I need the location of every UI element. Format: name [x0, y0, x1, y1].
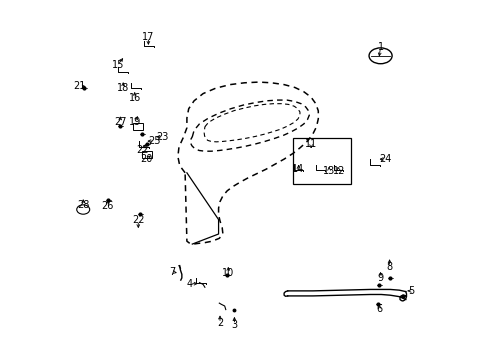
Text: 22: 22 — [132, 215, 144, 225]
Text: 14: 14 — [292, 164, 304, 174]
Text: 7: 7 — [169, 267, 175, 277]
Text: 22: 22 — [137, 145, 149, 156]
Text: 15: 15 — [111, 60, 124, 70]
Text: 23: 23 — [156, 132, 168, 142]
Text: 1: 1 — [377, 42, 383, 52]
Text: 21: 21 — [73, 81, 85, 91]
Text: 19: 19 — [128, 117, 141, 127]
Text: 27: 27 — [114, 117, 126, 127]
Bar — [133, 123, 143, 130]
Text: 18: 18 — [117, 83, 129, 93]
Text: 26: 26 — [102, 201, 114, 211]
Text: 24: 24 — [379, 154, 391, 164]
Text: 11: 11 — [305, 139, 317, 149]
Text: 20: 20 — [140, 154, 152, 164]
Text: 13: 13 — [322, 166, 335, 176]
Text: 4: 4 — [186, 279, 192, 289]
Bar — [141, 150, 151, 158]
Text: 3: 3 — [231, 320, 237, 330]
Text: 28: 28 — [77, 200, 89, 210]
Text: 8: 8 — [386, 262, 392, 272]
Text: 12: 12 — [332, 166, 345, 176]
Text: 17: 17 — [142, 32, 154, 42]
Text: 9: 9 — [377, 273, 383, 283]
Bar — [292, 138, 350, 184]
Text: 5: 5 — [407, 286, 413, 296]
Text: 6: 6 — [376, 304, 382, 314]
Text: 25: 25 — [148, 136, 161, 146]
Text: 2: 2 — [217, 318, 223, 328]
Text: 10: 10 — [222, 268, 234, 278]
Text: 16: 16 — [128, 93, 141, 103]
